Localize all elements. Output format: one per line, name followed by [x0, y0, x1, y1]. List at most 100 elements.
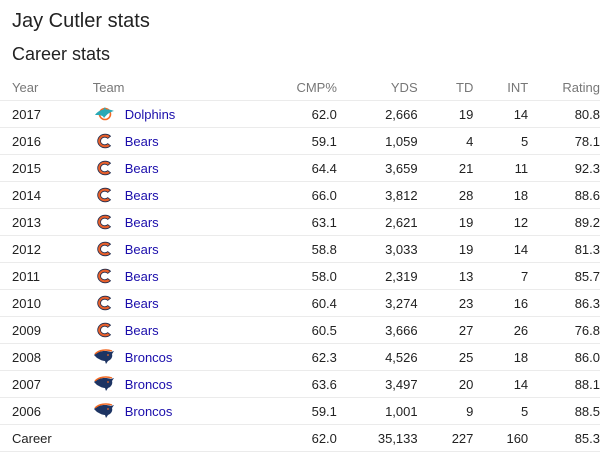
table-row: 2013 Bears 63.1 2,621 19 12 89.2: [0, 208, 600, 236]
career-cmp-cell: 62.0: [272, 424, 337, 452]
yds-cell: 2,319: [336, 262, 418, 290]
team-link[interactable]: Dolphins: [124, 106, 176, 122]
bears-logo-icon: [97, 241, 111, 257]
year-cell: 2017: [0, 100, 93, 128]
team-link[interactable]: Broncos: [124, 403, 173, 419]
career-int-cell: 160: [473, 424, 529, 452]
team-link[interactable]: Bears: [124, 241, 159, 257]
rating-cell: 85.7: [528, 262, 600, 290]
td-cell: 19: [417, 235, 474, 263]
table-row: 2015 Bears 64.4 3,659 21 11 92.3: [0, 154, 600, 182]
td-cell: 27: [417, 316, 474, 344]
td-cell: 13: [417, 262, 474, 290]
rating-cell: 80.8: [528, 100, 600, 128]
rating-cell: 89.2: [528, 208, 600, 236]
table-row: 2014 Bears 66.0 3,812 28 18 88.6: [0, 181, 600, 209]
td-cell: 19: [417, 100, 474, 128]
career-stats-table: Year Team CMP% YDS TD INT Rating 2017 Do…: [0, 74, 600, 452]
team-cell: Bears: [92, 262, 273, 290]
rating-cell: 78.1: [528, 127, 600, 155]
int-cell: 16: [473, 289, 529, 317]
team-cell: Bears: [92, 181, 273, 209]
yds-cell: 3,497: [336, 370, 418, 398]
rating-cell: 92.3: [528, 154, 600, 182]
int-cell: 12: [473, 208, 529, 236]
cmp-cell: 59.1: [272, 397, 337, 425]
team-link[interactable]: Bears: [124, 214, 159, 230]
year-cell: 2010: [0, 289, 93, 317]
cmp-cell: 63.6: [272, 370, 337, 398]
bears-logo-icon: [97, 295, 111, 311]
team-link[interactable]: Bears: [124, 268, 159, 284]
table-row: 2012 Bears 58.8 3,033 19 14 81.3: [0, 235, 600, 263]
team-link[interactable]: Bears: [124, 160, 159, 176]
bears-logo-icon: [97, 322, 111, 338]
team-cell: Bears: [92, 235, 273, 263]
td-cell: 9: [417, 397, 474, 425]
rating-cell: 86.3: [528, 289, 600, 317]
team-cell: Bears: [92, 127, 273, 155]
yds-cell: 3,274: [336, 289, 418, 317]
team-cell-content: Bears: [93, 241, 272, 257]
page-title: Jay Cutler stats: [12, 10, 150, 32]
table-row: 2006 Broncos 59.1 1,001 9 5 88.5: [0, 397, 600, 425]
td-cell: 19: [417, 208, 474, 236]
team-cell: Bears: [92, 208, 273, 236]
table-body: 2017 Dolphins 62.0 2,666 19 14 80.8 2016 Bears…: [0, 100, 600, 452]
cmp-cell: 59.1: [272, 127, 337, 155]
yds-cell: 3,812: [336, 181, 418, 209]
td-cell: 25: [417, 343, 474, 371]
td-cell: 20: [417, 370, 474, 398]
column-header-rating: Rating: [528, 74, 600, 101]
team-cell-content: Bears: [93, 322, 272, 338]
int-cell: 5: [473, 127, 529, 155]
rating-cell: 76.8: [528, 316, 600, 344]
bears-logo-icon: [97, 187, 111, 203]
column-header-yds: YDS: [336, 74, 418, 101]
team-link[interactable]: Bears: [124, 187, 159, 203]
int-cell: 7: [473, 262, 529, 290]
int-cell: 14: [473, 370, 529, 398]
table-row: 2017 Dolphins 62.0 2,666 19 14 80.8: [0, 100, 600, 128]
table-row: 2016 Bears 59.1 1,059 4 5 78.1: [0, 127, 600, 155]
column-header-int: INT: [473, 74, 529, 101]
column-header-team: Team: [92, 74, 273, 101]
yds-cell: 2,666: [336, 100, 418, 128]
year-cell: 2013: [0, 208, 93, 236]
yds-cell: 3,666: [336, 316, 418, 344]
table-row: 2010 Bears 60.4 3,274 23 16 86.3: [0, 289, 600, 317]
team-link[interactable]: Broncos: [124, 376, 173, 392]
team-link[interactable]: Broncos: [124, 349, 173, 365]
table-row: 2011 Bears 58.0 2,319 13 7 85.7: [0, 262, 600, 290]
year-cell: 2009: [0, 316, 93, 344]
team-link[interactable]: Bears: [124, 133, 159, 149]
career-label: Career: [0, 424, 93, 452]
team-cell-content: Broncos: [93, 349, 272, 365]
cmp-cell: 60.4: [272, 289, 337, 317]
cmp-cell: 58.0: [272, 262, 337, 290]
team-link[interactable]: Bears: [124, 295, 159, 311]
career-td-cell: 227: [417, 424, 474, 452]
dolphins-logo-icon: [94, 107, 114, 121]
int-cell: 26: [473, 316, 529, 344]
bears-logo-icon: [97, 133, 111, 149]
team-cell-content: Bears: [93, 133, 272, 149]
table-row: 2008 Broncos 62.3 4,526 25 18 86.0: [0, 343, 600, 371]
team-link[interactable]: Bears: [124, 322, 159, 338]
cmp-cell: 60.5: [272, 316, 337, 344]
team-cell: Bears: [92, 289, 273, 317]
team-cell-content: Bears: [93, 187, 272, 203]
table-header-row: Year Team CMP% YDS TD INT Rating: [0, 74, 600, 101]
year-cell: 2007: [0, 370, 93, 398]
year-cell: 2015: [0, 154, 93, 182]
year-cell: 2011: [0, 262, 93, 290]
team-cell: Bears: [92, 154, 273, 182]
int-cell: 18: [473, 343, 529, 371]
team-cell-content: Bears: [93, 268, 272, 284]
team-cell: Broncos: [92, 370, 273, 398]
team-cell: Dolphins: [92, 100, 273, 128]
int-cell: 14: [473, 100, 529, 128]
table-row: 2009 Bears 60.5 3,666 27 26 76.8: [0, 316, 600, 344]
cmp-cell: 62.0: [272, 100, 337, 128]
section-title: Career stats: [12, 44, 111, 64]
